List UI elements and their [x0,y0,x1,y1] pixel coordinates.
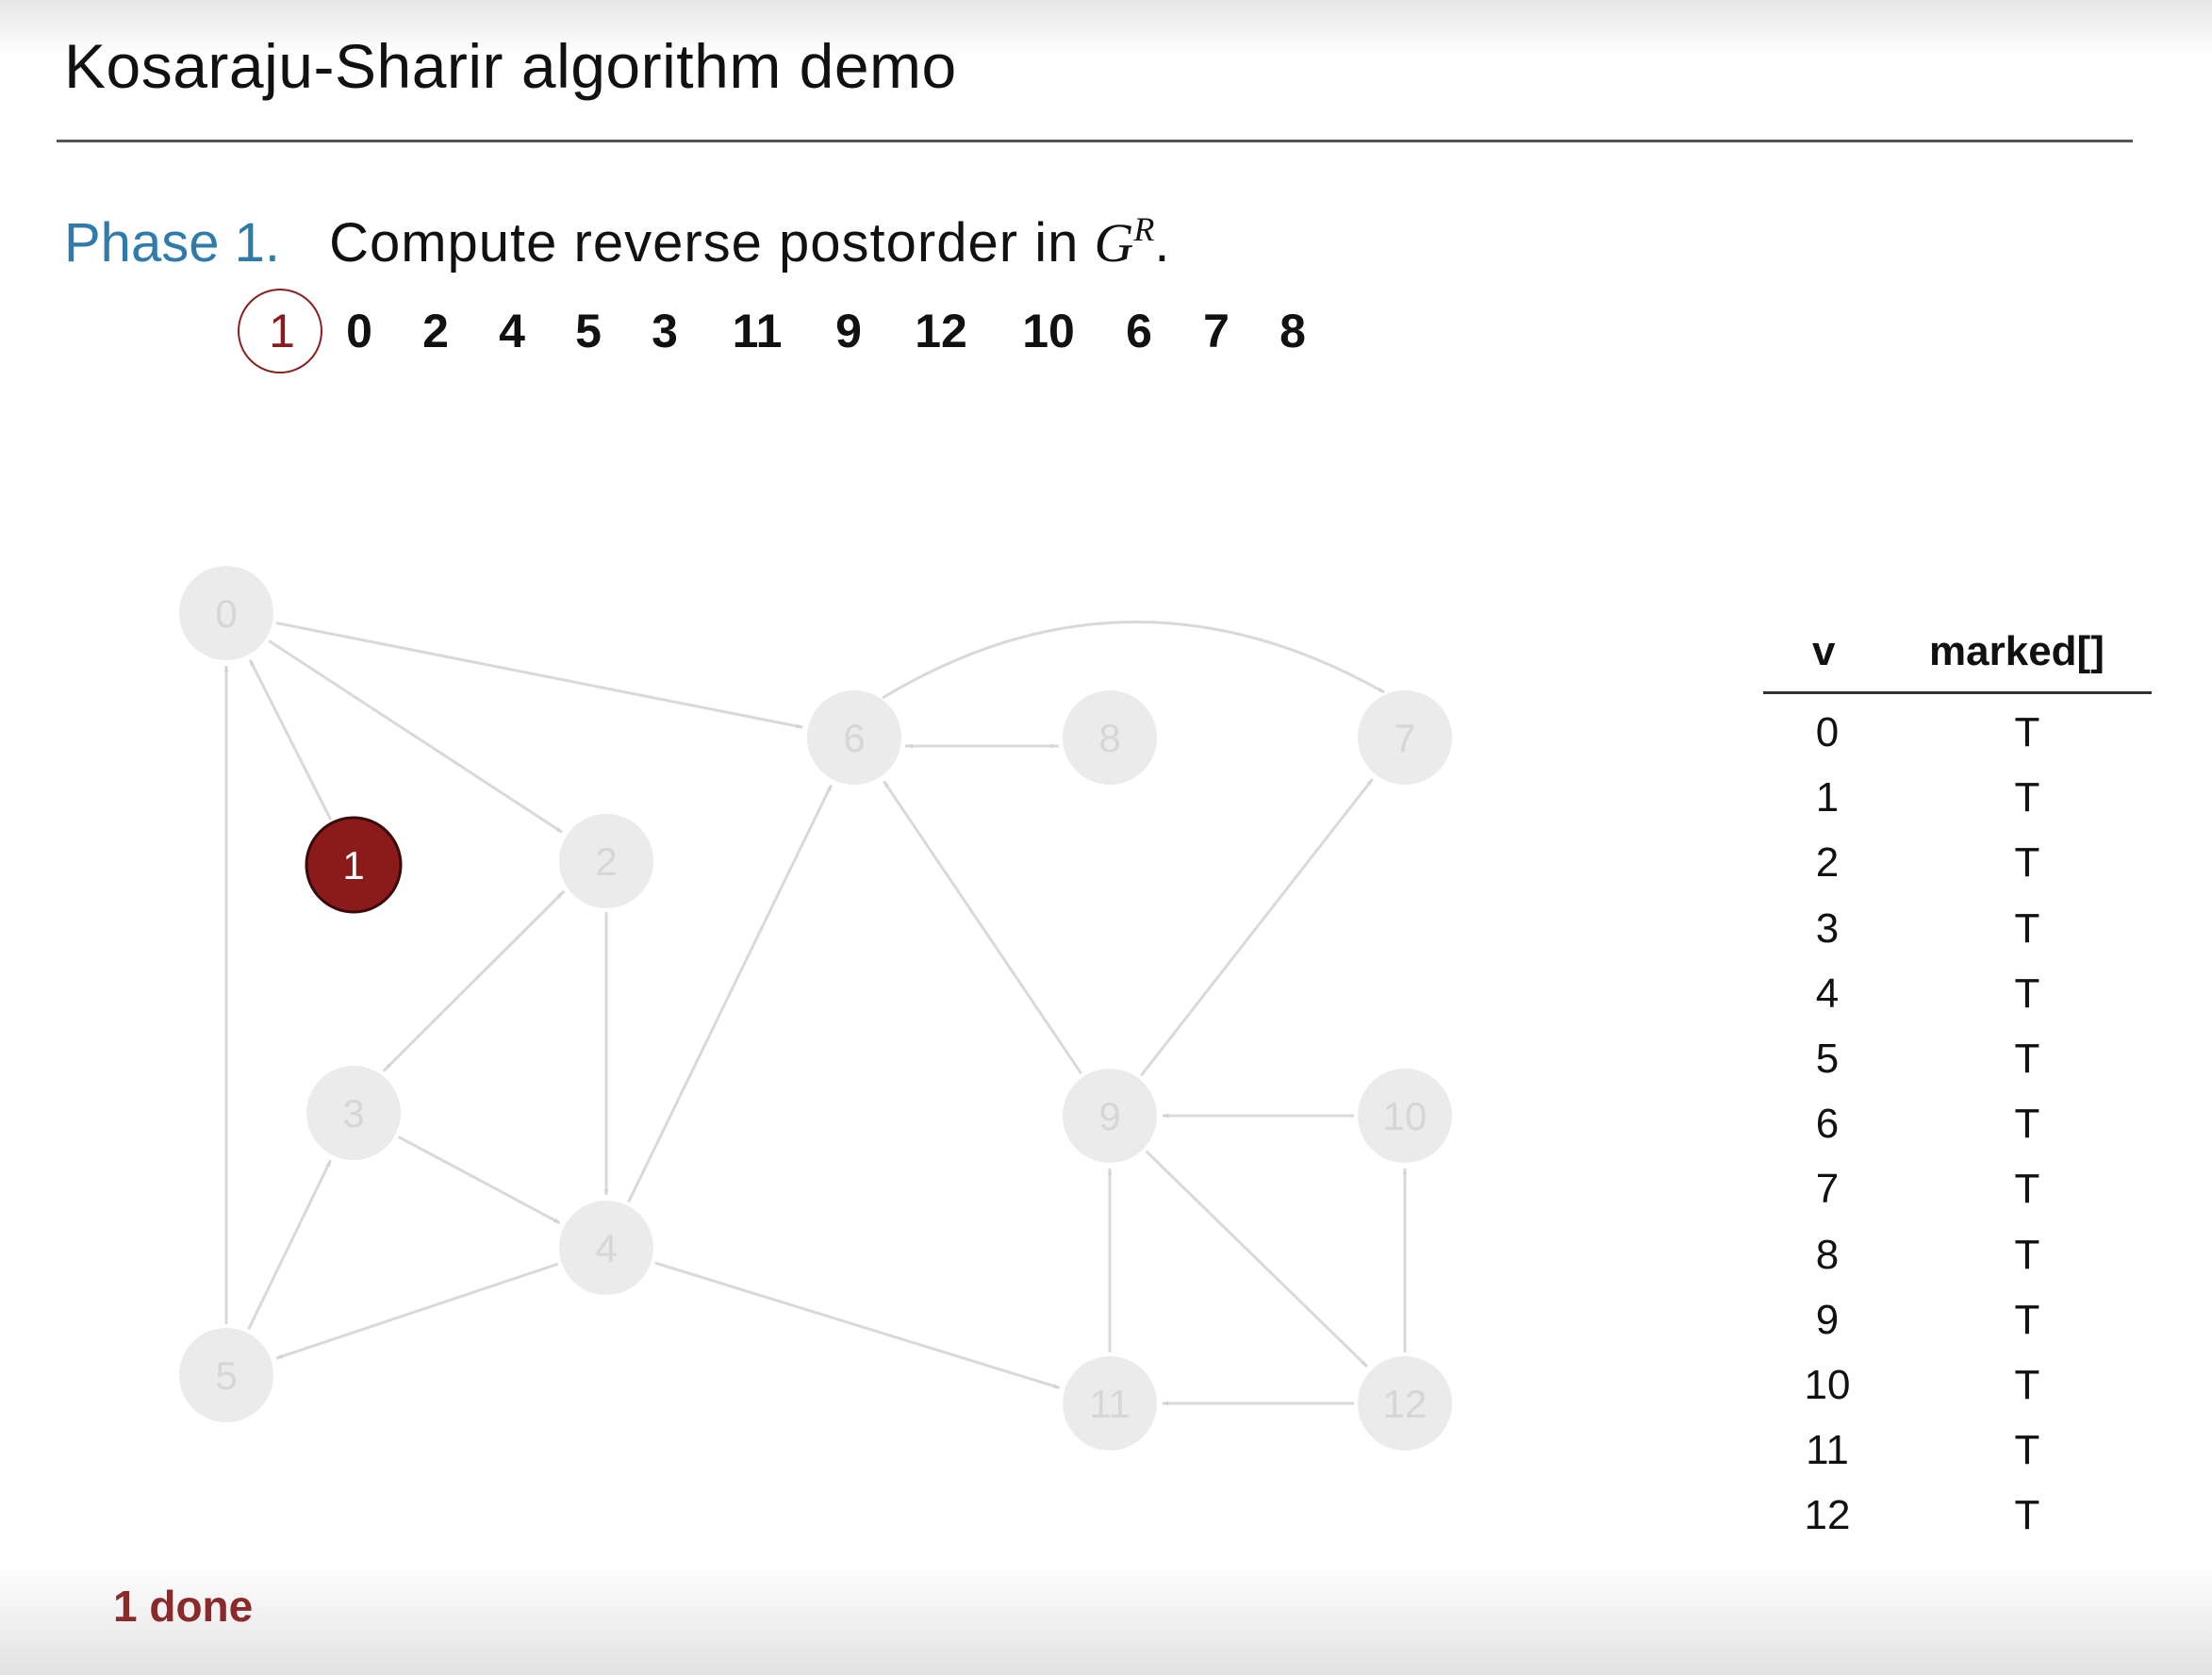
graph-superscript: R [1133,210,1155,248]
vertex-7: 7 [1358,690,1452,785]
vertex-12: 12 [1358,1356,1452,1451]
top-shade [0,0,2212,57]
edge-9-12 [1145,1150,1368,1368]
table-cell-marked: T [2014,1166,2040,1212]
vertex-label: 9 [1098,1094,1120,1138]
vertex-label: 12 [1383,1382,1428,1426]
vertex-circle [559,814,653,908]
table-cell-marked: T [2014,1101,2040,1147]
status-message: 1 done [113,1582,254,1631]
edge-9-7 [1140,778,1374,1077]
edge-5-3 [247,1159,332,1331]
table-cell-marked: T [2014,1297,2040,1343]
table-cell-marked: T [2014,1036,2040,1082]
table-cell-marked: T [2014,905,2040,952]
vertex-circle [306,1066,401,1160]
table-cell-marked: T [2014,839,2040,886]
edge-4-5 [275,1262,559,1360]
vertex-4: 4 [559,1201,653,1295]
vertex-2: 2 [559,814,653,908]
vertex-label: 8 [1098,716,1120,760]
table-cell-marked: T [2014,1232,2040,1278]
table-cell-v: 6 [1815,1101,1840,1147]
vertex-0: 0 [179,566,273,660]
table-cell-v: 9 [1815,1297,1840,1343]
table-cell-v: 5 [1815,1036,1840,1082]
edge-0-2 [268,639,563,834]
title-divider [57,140,2133,142]
graph-symbol: G [1094,212,1134,274]
table-cell-v: 4 [1815,970,1840,1017]
vertex-circle [1358,1069,1452,1163]
table-cell-v: 8 [1815,1232,1840,1278]
table-cell-v: 2 [1815,839,1840,886]
vertex-label: 0 [215,591,237,636]
vertex-circle [1358,690,1452,785]
edge-9-6 [883,780,1083,1075]
vertex-circle [1063,690,1157,785]
vertex-3: 3 [306,1066,401,1160]
table-cell-v: 3 [1815,905,1840,952]
slide-title: Kosaraju-Sharir algorithm demo [64,31,957,101]
vertex-label: 2 [595,839,617,884]
table-cell-v: 12 [1804,1492,1851,1538]
vertex-label: 4 [595,1226,617,1270]
table-cell-v: 0 [1815,709,1840,755]
bottom-shade [0,1562,2212,1675]
vertex-label: 10 [1383,1094,1428,1138]
vertex-circle [1063,1069,1157,1163]
vertex-label: 7 [1394,716,1415,760]
vertex-label: 5 [215,1353,237,1398]
table-divider [1763,691,2152,694]
vertex-label: 11 [1089,1382,1131,1426]
vertex-label: 6 [843,716,865,760]
vertex-circle [1063,1356,1157,1451]
table-cell-v: 1 [1815,774,1840,821]
vertex-5: 5 [179,1328,273,1422]
edge-3-4 [397,1136,561,1224]
vertex-10: 10 [1358,1069,1452,1163]
table-header-v: v [1812,628,1836,674]
table-cell-marked: T [2014,1427,2040,1473]
phase-label: Phase 1. [64,212,280,274]
table-cell-marked: T [2014,970,2040,1017]
table-cell-v: 7 [1815,1166,1840,1212]
phase-period: . [1154,212,1170,274]
edge-4-11 [654,1261,1061,1389]
table-header-marked: marked[] [1929,628,2105,674]
table-cell-marked: T [2014,709,2040,755]
edge-4-6 [627,784,833,1203]
vertex-circle [305,816,403,914]
vertex-8: 8 [1063,690,1157,785]
vertex-6: 6 [807,690,901,785]
edge-1-0 [248,659,332,821]
edge-6-7 [882,621,1385,700]
table-cell-marked: T [2014,1492,2040,1538]
table-cell-marked: T [2014,774,2040,821]
vertex-circle [807,690,901,785]
vertex-label: 3 [342,1091,364,1136]
vertex-label: 1 [342,843,364,887]
vertex-circle [179,1328,273,1422]
phase-description: Compute reverse postorder in [329,212,1080,274]
vertex-circle [1358,1356,1452,1451]
phase-line: Phase 1. Compute reverse postorder in GR… [64,209,1169,274]
vertex-circle [179,566,273,660]
table-cell-v: 11 [1806,1427,1849,1473]
vertex-9: 9 [1063,1069,1157,1163]
vertex-1: 1 [305,816,403,914]
edge-0-6 [275,622,803,729]
table-cell-v: 10 [1804,1362,1851,1408]
table-cell-marked: T [2014,1362,2040,1408]
vertex-11: 11 [1063,1356,1157,1451]
edge-3-2 [382,891,565,1072]
vertex-circle [559,1201,653,1295]
